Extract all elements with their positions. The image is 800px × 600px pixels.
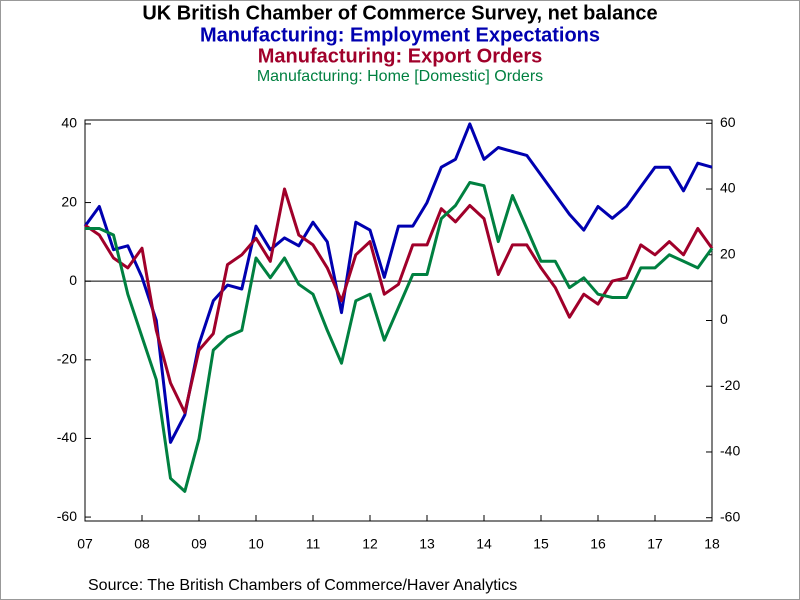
y2-tick-label: -40 [720, 443, 740, 459]
y-tick-label: -60 [57, 508, 77, 524]
x-tick-label: 14 [476, 536, 492, 552]
legend-entry: Manufacturing: Home [Domestic] Orders [257, 68, 543, 85]
x-tick-label: 08 [134, 536, 150, 552]
plot-area [84, 119, 713, 522]
series-line [84, 187, 714, 414]
x-tick-label: 16 [590, 536, 606, 552]
y-tick-label: 0 [69, 272, 77, 288]
x-tick-label: 10 [248, 536, 264, 552]
series-line [85, 181, 714, 493]
y2-tick-label: 20 [720, 245, 736, 261]
x-tick-label: 15 [533, 536, 549, 552]
y-tick-label: -40 [57, 429, 77, 445]
y2-tick-label: -20 [720, 377, 740, 393]
x-tick-label: 11 [306, 536, 321, 552]
source-note: Source: The British Chambers of Commerce… [88, 577, 517, 594]
y2-tick-label: 0 [720, 311, 728, 327]
y2-tick-label: 40 [720, 180, 736, 196]
y2-tick-label: 60 [720, 114, 736, 130]
x-tick-label: 07 [77, 536, 93, 552]
x-tick-label: 18 [704, 536, 720, 552]
y-tick-label: 20 [61, 193, 77, 209]
y-tick-label: 40 [61, 115, 77, 131]
legend-entry: Manufacturing: Export Orders [258, 45, 542, 67]
legend-entry: Manufacturing: Employment Expectations [200, 24, 600, 46]
chart-title: UK British Chamber of Commerce Survey, n… [142, 2, 657, 24]
x-tick-label: 13 [419, 536, 435, 552]
x-tick-label: 17 [647, 536, 663, 552]
y-tick-label: -20 [57, 351, 77, 367]
x-tick-label: 09 [191, 536, 207, 552]
x-tick-label: 12 [362, 536, 378, 552]
y2-tick-label: -60 [720, 508, 740, 524]
